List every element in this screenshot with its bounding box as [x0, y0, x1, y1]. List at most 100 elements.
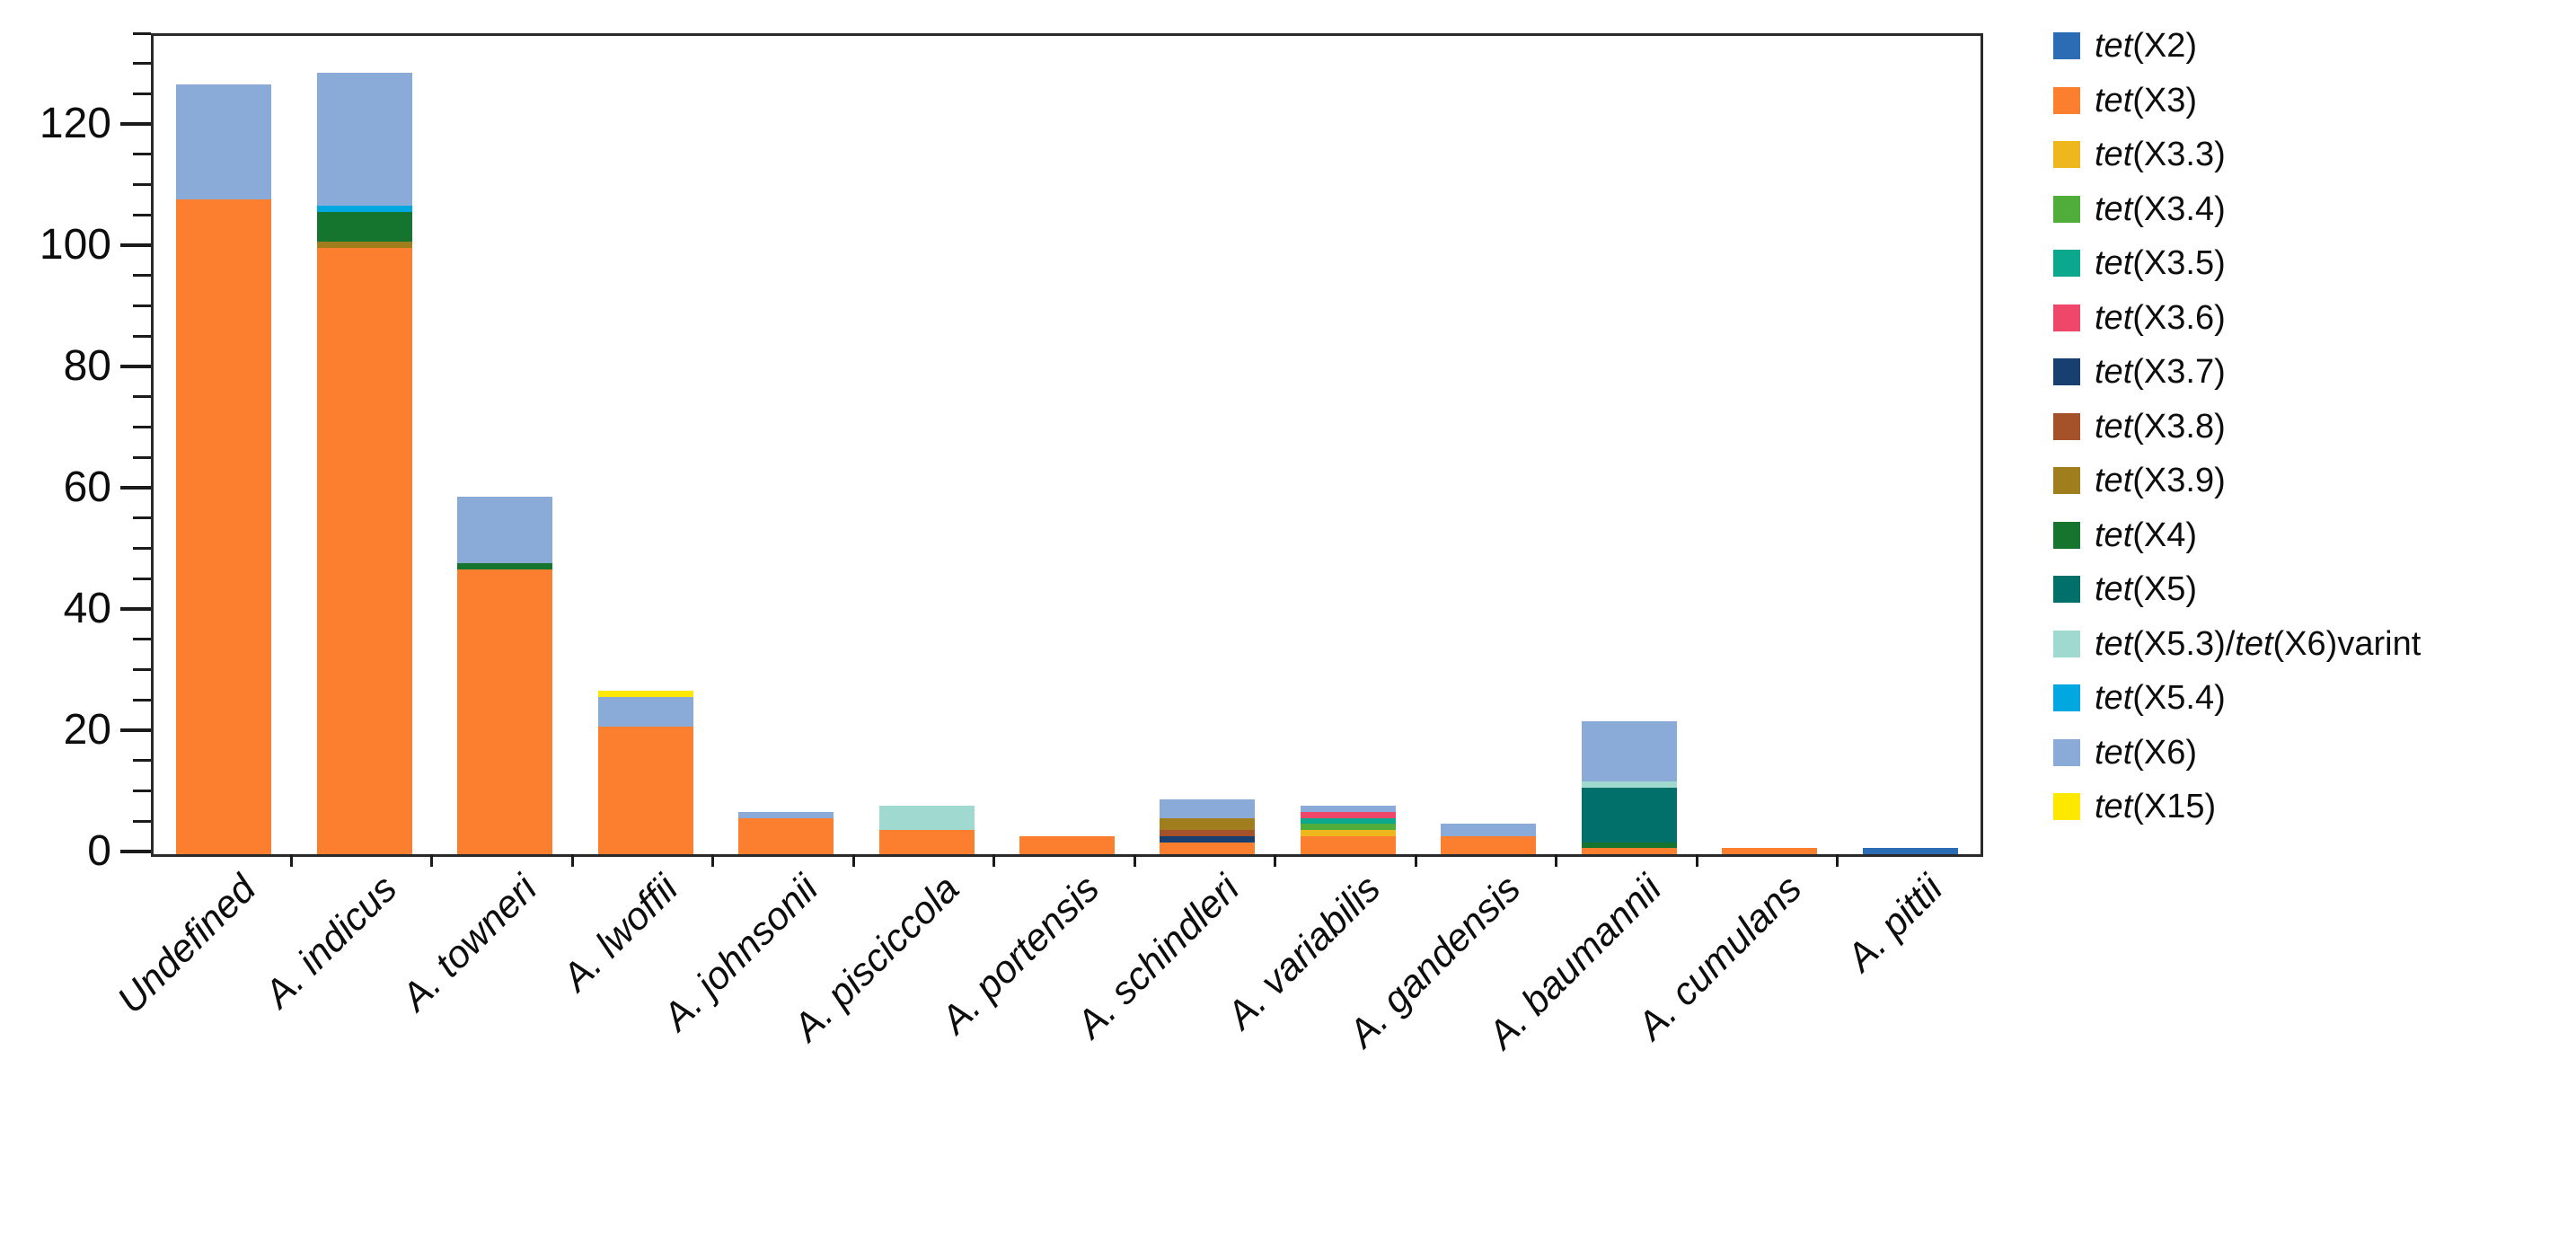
legend-label: tet(X4) — [2095, 516, 2198, 554]
x-axis-tick — [430, 854, 434, 867]
y-axis-minor-tick — [133, 759, 151, 763]
figure: 0 20 40 60 80 100 120 Undefined A. indicus A. to… — [39, 27, 2422, 1057]
legend-item: tet(X3.7) — [2053, 353, 2226, 391]
bar-segment-tet-x6- — [457, 496, 553, 564]
bar-segment-tet-x3- — [457, 569, 553, 854]
y-axis-major-tick — [120, 607, 151, 612]
y-axis-tick-label: 120 — [39, 100, 111, 148]
legend-label: tet(X5) — [2095, 570, 2198, 608]
y-axis-tick-label: 20 — [63, 706, 111, 754]
bar-segment-tet-x3- — [1019, 835, 1115, 854]
legend-item: tet(X15) — [2053, 788, 2216, 825]
bar-segment-tet-x4- — [1581, 842, 1677, 849]
bar-segment-tet-x6- — [597, 696, 693, 728]
bar-segment-tet-x15- — [597, 690, 693, 697]
x-axis-tick — [570, 854, 574, 867]
x-axis-tick — [1555, 854, 1558, 867]
bar-segment-tet-x3- — [1160, 842, 1256, 854]
y-axis-tick-label: 100 — [39, 221, 111, 269]
y-axis-major-tick — [120, 122, 151, 127]
bar-segment-tet-x3- — [1722, 848, 1818, 854]
legend-label: tet(X5.3)/tet(X6)varint — [2095, 624, 2422, 663]
y-axis-minor-tick — [133, 92, 151, 95]
legend-swatch — [2053, 630, 2080, 657]
legend-item: tet(X4) — [2053, 516, 2197, 554]
bar-segment-tet-x3.3- — [1300, 830, 1396, 836]
x-axis-tick — [1836, 854, 1839, 867]
legend-item: tet(X3.8) — [2053, 408, 2226, 446]
legend-swatch — [2053, 684, 2080, 711]
bar-segment-tet-x3- — [878, 830, 975, 854]
bar-segment-tet-x3.4- — [1300, 824, 1396, 831]
plot-area — [151, 33, 1983, 857]
legend-swatch — [2053, 195, 2080, 223]
y-axis-minor-tick — [133, 153, 151, 156]
bar-segment-tet-x3.8- — [1160, 830, 1256, 836]
y-axis-major-tick — [120, 728, 151, 733]
legend-swatch — [2053, 738, 2080, 766]
legend-swatch — [2053, 141, 2080, 168]
bar-segment-tet-x3.7- — [1160, 835, 1256, 843]
legend-swatch — [2053, 358, 2080, 385]
y-axis-minor-tick — [133, 516, 151, 520]
legend-swatch — [2053, 250, 2080, 277]
x-axis-tick — [851, 854, 855, 867]
bar-segment-tet-x2- — [1862, 848, 1958, 854]
y-axis-minor-tick — [133, 547, 151, 551]
legend-item: tet(X5) — [2053, 570, 2197, 608]
legend-item: tet(X5.4) — [2053, 679, 2226, 717]
bar-segment-tet-x3- — [597, 727, 693, 854]
x-axis-tick — [289, 854, 293, 867]
y-axis-major-tick — [120, 850, 151, 853]
bar-segment-tet-x3.9- — [316, 242, 412, 249]
bar-segment-tet-x3- — [738, 817, 834, 854]
bar-segment-tet-x5.3-tet-x6-varint — [878, 806, 975, 831]
bar-segment-tet-x6- — [1300, 806, 1396, 812]
legend-label: tet(X3.8) — [2095, 407, 2226, 446]
bar-segment-tet-x3.6- — [1300, 811, 1396, 818]
bar-segment-tet-x3- — [316, 248, 412, 854]
bar-segment-tet-x5.3-tet-x6-varint — [1581, 781, 1677, 788]
legend-label: tet(X5.4) — [2095, 679, 2226, 717]
legend-swatch — [2053, 32, 2080, 59]
y-axis-minor-tick — [133, 790, 151, 793]
legend-item: tet(X3.9) — [2053, 462, 2226, 499]
x-axis-tick — [711, 854, 715, 867]
y-axis-minor-tick — [133, 274, 151, 278]
y-axis-minor-tick — [133, 577, 151, 580]
legend-label: tet(X2) — [2095, 27, 2198, 65]
bar-segment-tet-x6- — [176, 84, 272, 200]
bar-segment-tet-x6- — [738, 811, 834, 818]
y-axis-minor-tick — [133, 304, 151, 308]
y-axis-minor-tick — [133, 62, 151, 66]
legend-label: tet(X3) — [2095, 81, 2198, 119]
legend-swatch — [2053, 86, 2080, 114]
y-axis-minor-tick — [133, 668, 151, 672]
legend-label: tet(X3.9) — [2095, 462, 2226, 499]
legend-item: tet(X3.5) — [2053, 244, 2226, 282]
legend-label: tet(X3.4) — [2095, 190, 2226, 228]
y-axis-minor-tick — [133, 395, 151, 399]
legend-label: tet(X3.7) — [2095, 353, 2226, 391]
bar-segment-tet-x3- — [1581, 848, 1677, 854]
legend-swatch — [2053, 793, 2080, 820]
bar-segment-tet-x3.9- — [1160, 817, 1256, 831]
y-axis-minor-tick — [133, 426, 151, 429]
bar-segment-tet-x3- — [1441, 835, 1537, 854]
y-axis-minor-tick — [133, 183, 151, 187]
bar-segment-tet-x4- — [457, 563, 553, 569]
legend-item: tet(X3.4) — [2053, 190, 2226, 228]
legend-label: tet(X3.3) — [2095, 136, 2226, 173]
y-axis-major-tick — [120, 365, 151, 369]
legend-item: tet(X3) — [2053, 82, 2197, 119]
x-axis-tick — [1274, 854, 1277, 867]
legend-item: tet(X3.3) — [2053, 136, 2226, 173]
bar-segment-tet-x6- — [1581, 720, 1677, 782]
bar-segment-tet-x5- — [1581, 787, 1677, 843]
y-axis-minor-tick — [133, 31, 151, 35]
bar-segment-tet-x6- — [1441, 824, 1537, 836]
y-axis-minor-tick — [133, 638, 151, 641]
legend-item: tet(X6) — [2053, 734, 2197, 772]
x-axis-tick — [992, 854, 996, 867]
y-axis-tick-label: 40 — [63, 585, 111, 633]
